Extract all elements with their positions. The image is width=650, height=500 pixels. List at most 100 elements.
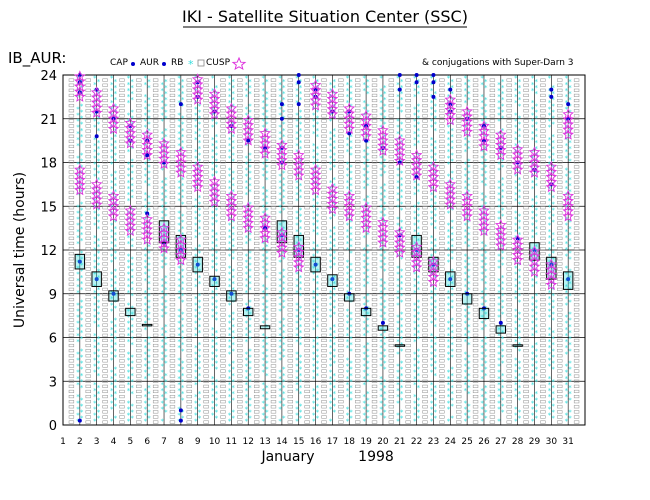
rb-marker: *	[215, 157, 219, 165]
cusp-marker	[338, 231, 344, 235]
rb-marker: *	[400, 170, 404, 178]
rb-marker: *	[295, 332, 299, 340]
rb-marker: *	[430, 142, 434, 150]
cusp-marker	[388, 338, 395, 342]
cusp-marker	[68, 369, 75, 373]
rb-marker: *	[144, 338, 148, 346]
rb-marker: *	[480, 350, 484, 358]
cusp-marker	[472, 231, 479, 235]
rb-marker: *	[265, 121, 269, 129]
cusp-marker	[355, 277, 361, 281]
rb-marker: *	[312, 350, 316, 358]
rb-marker: *	[177, 191, 181, 199]
rb-marker: *	[514, 307, 518, 315]
rb-marker: *	[198, 262, 202, 270]
cusp-marker	[439, 206, 445, 210]
cusp-marker	[557, 287, 563, 291]
cusp-marker	[355, 104, 361, 108]
rb-marker: *	[400, 127, 404, 135]
cusp-marker	[136, 78, 142, 82]
cusp-marker	[557, 257, 563, 261]
cusp-marker	[304, 83, 310, 87]
cusp-marker	[85, 78, 91, 82]
cusp-marker	[371, 190, 378, 194]
cusp-marker	[355, 195, 361, 200]
rb-marker: *	[379, 142, 383, 150]
rb-marker: *	[396, 87, 400, 95]
cusp-marker	[506, 400, 512, 404]
rb-marker: *	[548, 75, 552, 83]
rb-marker: *	[312, 295, 316, 303]
rb-marker: *	[518, 194, 522, 202]
cusp-marker	[405, 349, 411, 353]
rb-marker: *	[383, 255, 387, 263]
cusp-marker	[506, 134, 512, 138]
cusp-marker	[169, 354, 176, 358]
rb-marker: *	[316, 157, 320, 165]
cusp-marker	[456, 83, 462, 87]
rb-marker: *	[282, 243, 286, 251]
cusp-marker	[220, 160, 226, 164]
cusp-marker	[203, 405, 209, 409]
cusp-marker	[220, 114, 226, 118]
rb-marker: *	[332, 286, 336, 294]
rb-marker: *	[531, 99, 535, 107]
cusp-marker	[321, 303, 327, 307]
rb-marker: *	[417, 384, 421, 392]
cusp-marker	[169, 206, 176, 210]
cusp-marker	[321, 104, 327, 108]
cusp-marker	[287, 323, 293, 327]
cusp-marker	[439, 287, 445, 291]
rb-marker: *	[480, 99, 484, 107]
rb-marker: *	[164, 341, 168, 349]
cusp-marker	[169, 211, 176, 215]
rb-marker: *	[97, 323, 101, 331]
cusp-marker	[85, 359, 91, 363]
rb-marker: *	[329, 191, 333, 199]
rb-marker: *	[548, 118, 552, 126]
rb-marker: *	[450, 341, 454, 349]
cusp-marker	[169, 134, 176, 138]
cusp-marker	[119, 98, 125, 103]
rb-marker: *	[299, 84, 303, 92]
rb-marker: *	[535, 121, 539, 129]
cusp-marker	[456, 369, 462, 373]
rb-marker: *	[194, 222, 198, 230]
rb-marker: *	[76, 283, 80, 291]
cusp-marker	[456, 104, 462, 108]
rb-marker: *	[396, 99, 400, 107]
rb-marker: *	[93, 75, 97, 83]
cusp-marker	[489, 134, 496, 138]
cusp-marker	[506, 155, 512, 159]
rb-marker: *	[535, 164, 539, 172]
rb-marker: *	[514, 283, 518, 291]
cusp-marker	[405, 231, 411, 235]
cusp-marker	[405, 139, 411, 143]
rb-marker: *	[363, 295, 367, 303]
cusp-marker	[523, 410, 529, 414]
rb-marker: *	[127, 75, 131, 83]
cusp-marker	[405, 195, 411, 200]
rb-marker: *	[447, 246, 451, 254]
rb-marker: *	[349, 317, 353, 325]
cusp-marker	[119, 405, 125, 409]
cusp-marker	[506, 298, 512, 302]
rb-marker: *	[484, 268, 488, 276]
cusp-marker	[152, 405, 159, 409]
cusp-marker	[489, 384, 496, 388]
rb-marker: *	[316, 243, 320, 251]
cusp-marker	[338, 109, 344, 113]
rb-marker: *	[379, 197, 383, 205]
rb-marker: *	[110, 307, 114, 315]
cusp-marker	[136, 359, 142, 363]
cusp-marker	[169, 262, 176, 266]
rb-marker: *	[417, 298, 421, 306]
rb-marker: *	[198, 78, 202, 86]
rb-marker: *	[114, 243, 118, 251]
rb-marker: *	[396, 173, 400, 181]
cusp-marker	[102, 211, 108, 215]
cusp-marker	[270, 231, 277, 235]
rb-marker: *	[363, 307, 367, 315]
cusp-marker	[169, 272, 176, 276]
rb-marker: *	[215, 133, 219, 141]
